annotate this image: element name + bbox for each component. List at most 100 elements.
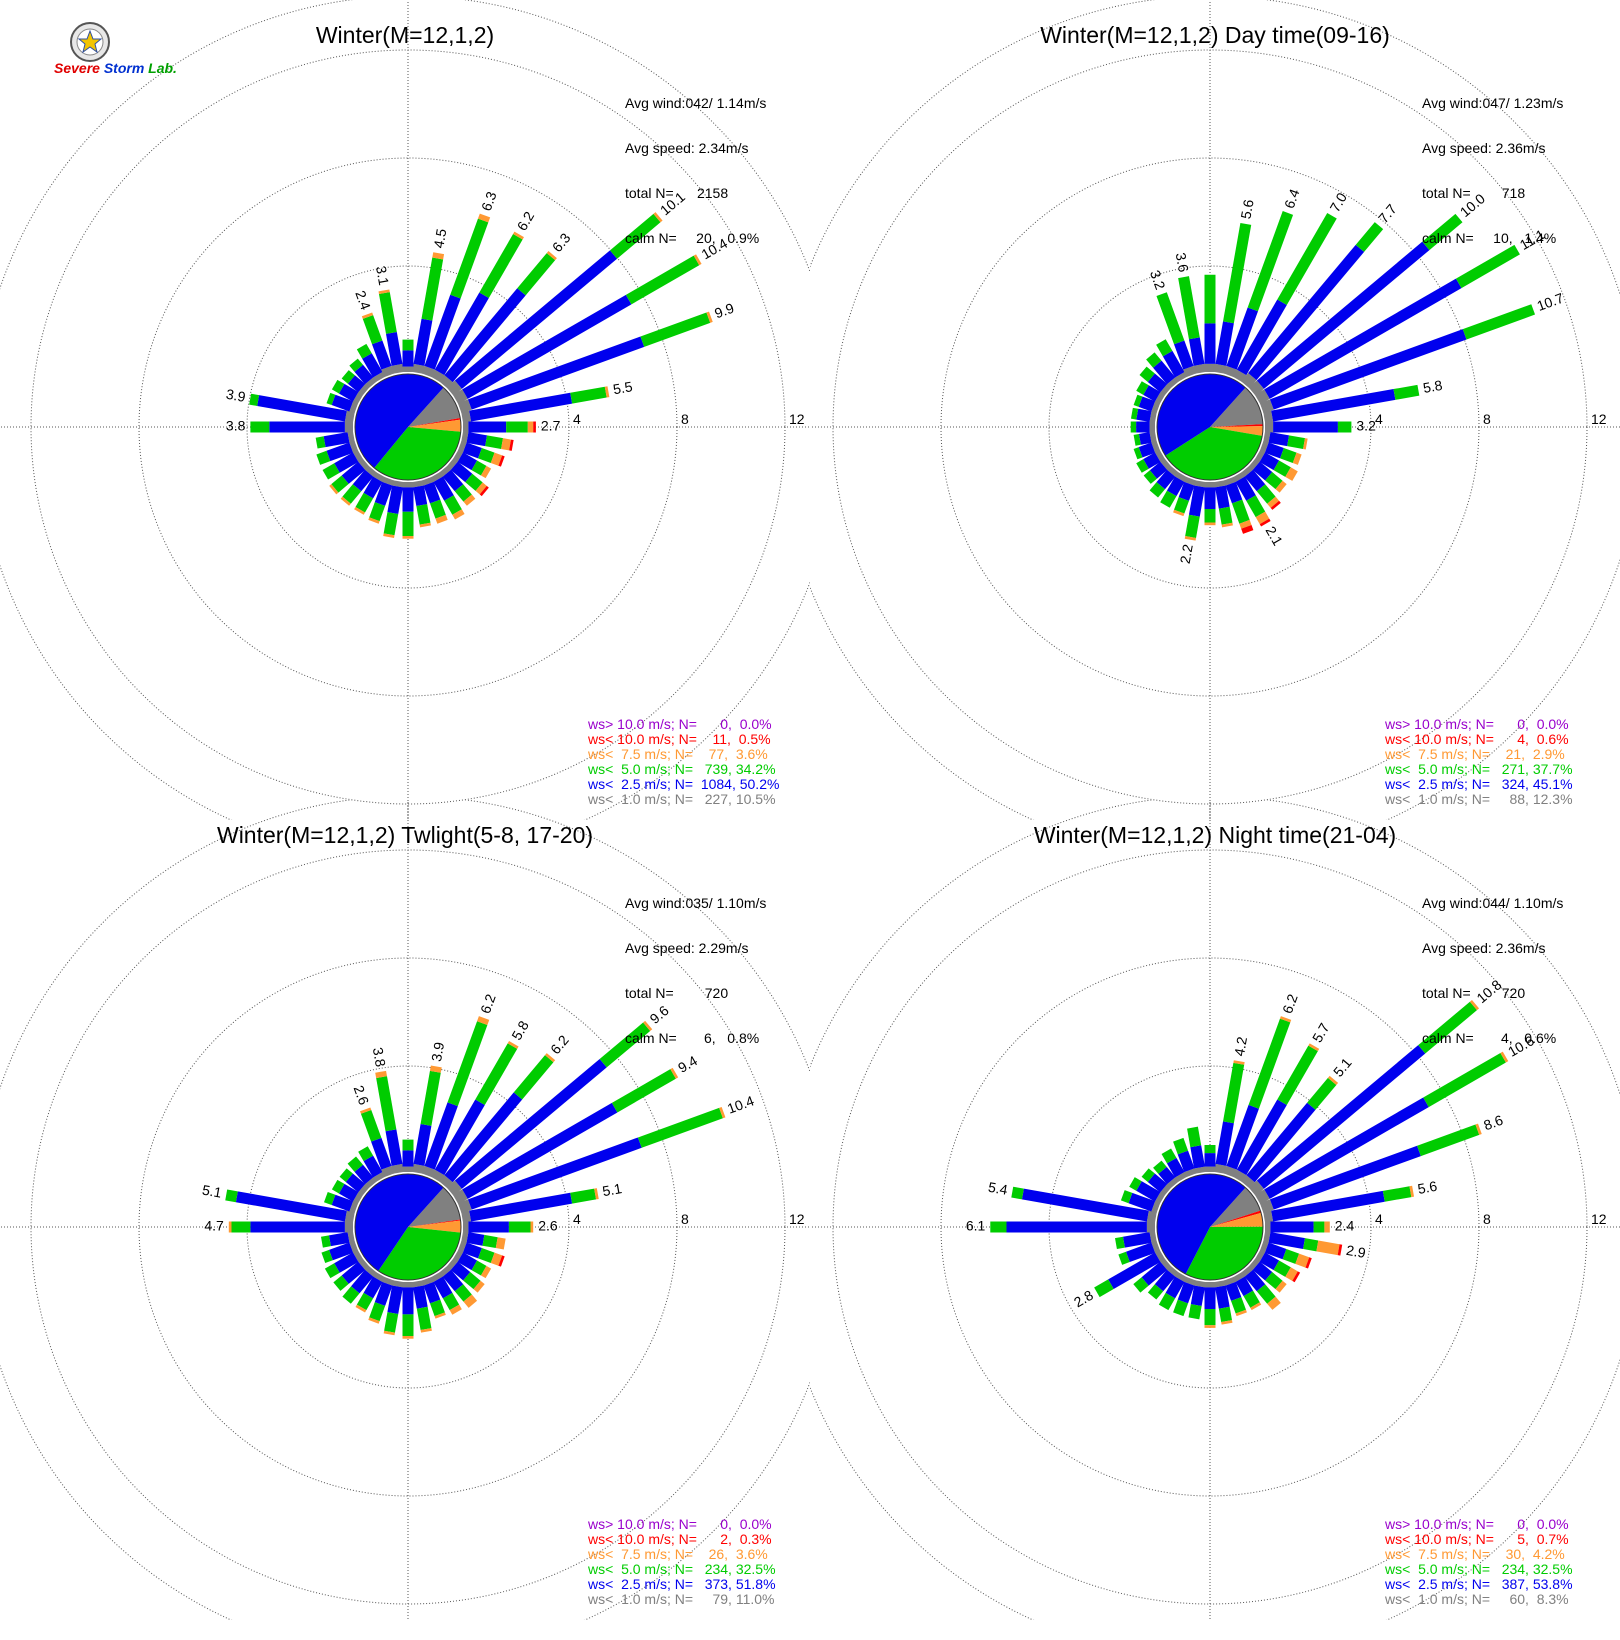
bar-segment [1154,1269,1176,1292]
bar-segment [347,1231,355,1243]
bar-segment [1138,432,1152,445]
bar-dir-110 [1259,1240,1312,1269]
bar-segment [338,383,359,402]
bar-segment [1252,461,1273,481]
bar-dir-270: 3.8 [226,418,353,434]
bar-segment [1256,241,1430,389]
grid-ring [138,157,678,697]
bar-segment [1223,1276,1236,1286]
bar-segment [1166,465,1179,477]
bar-segment [1273,1260,1291,1277]
bar-segment [1166,1157,1185,1178]
avg-speed-text: Avg speed: 2.29m/s [625,940,749,956]
bar-segment [386,331,403,366]
bar-segment [257,395,347,422]
avg-speed-text: Avg speed: 2.36m/s [1422,940,1546,956]
bar-segment [1160,490,1177,508]
bar-segment [349,1201,359,1214]
legend-entry: ws> 10.0 m/s; N= 0, 0.0% [588,716,772,732]
bar-segment [1151,1201,1161,1214]
bar-segment [433,1276,453,1299]
bar-segment [1292,1271,1301,1283]
bar-segment [1236,299,1287,376]
bar-segment [1149,431,1157,443]
bar-dir-190 [383,480,404,538]
bar-segment [360,1110,382,1142]
bar-segment [1178,481,1195,501]
bar-total-label: 2.7 [541,418,561,434]
grid-ring [832,849,1588,1605]
legend-entry: ws< 5.0 m/s; N= 234, 32.5% [1385,1561,1573,1577]
bar-segment [372,340,392,370]
bar-segment [461,431,469,443]
bar-segment [1241,525,1254,534]
bar-segment [1183,365,1197,378]
bar-segment [1215,1121,1234,1166]
bar-dir-300 [331,379,364,405]
bar-segment [452,1189,468,1205]
bar-segment [413,1285,428,1309]
bar-segment [349,1240,359,1253]
bar-segment [1305,1257,1312,1269]
bar-dir-320 [1153,1160,1179,1189]
bar-segment [344,410,355,423]
bar-dir-350: 3.1 [373,265,404,374]
bar-segment [1160,1258,1172,1271]
bar-segment [1235,1276,1254,1297]
bar-dir-280: 3.9 [225,386,355,423]
bar-segment [1327,1075,1339,1085]
bar-segment [457,1252,478,1271]
bar-total-label: 2.9 [1345,1242,1367,1261]
bar-total-label: 2.4 [1335,1218,1355,1234]
avg-wind-text: Avg wind:047/ 1.23m/s [1422,95,1564,111]
bar-segment [463,1294,478,1308]
bar-segment [1239,519,1252,529]
bar-total-label: 5.8 [1422,377,1444,396]
bar-segment [412,363,425,374]
bar-segment [1275,480,1287,493]
bar-segment [1248,458,1260,471]
bar-dir-10: 4.2 [1214,1035,1250,1174]
bar-dir-260 [315,431,355,449]
bar-segment [1175,371,1188,383]
bar-segment [478,1248,495,1263]
avg-speed-text: Avg speed: 2.34m/s [625,140,749,156]
bar-segment [1223,365,1237,378]
bar-segment [1279,1016,1292,1023]
bar-dir-70: 8.6 [1259,1112,1505,1214]
bar-segment [1166,377,1179,389]
bar-total-label: 5.4 [987,1179,1009,1198]
bar-segment [1232,1271,1245,1283]
wind-rose-panel-daytime: 4 8 12 5.6 6.4 7.0 7.7 10.0 11.1 10.7 5.8 3.2 2.1 2.2… [810,0,1620,820]
bar-dir-80: 5.5 [461,378,634,423]
bar-dir-310 [339,1168,370,1196]
bar-segment [599,1022,651,1068]
bar-segment [383,512,399,536]
bar-segment [1223,1165,1237,1178]
bar-segment [352,1192,364,1205]
wind-rose-chart: 4 8 123.96.25.86.29.69.410.45.12.64.75.12.… [0,800,810,1620]
bar-segment [1141,1261,1168,1286]
bar-segment [1231,499,1250,524]
legend-entry: ws< 1.0 m/s; N= 88, 12.3% [1385,791,1573,807]
bar-total-label: 4.7 [204,1218,224,1234]
bar-segment [1241,373,1257,389]
total-n-text: total N= 720 [1422,985,1526,1001]
bar-segment [1146,352,1162,368]
bar-segment [1250,1302,1262,1311]
bar-segment [1154,1192,1166,1205]
speed-legend: ws> 10.0 m/s; N= 0, 0.0% ws< 10.0 m/s; N=… [1385,717,1573,807]
grid-ring [30,849,786,1605]
bar-segment [373,471,386,483]
bar-segment [1255,511,1270,525]
bar-segment [625,255,700,305]
bar-segment [1174,497,1189,514]
bar-dir-100: 2.9 [1263,1231,1367,1261]
bar-segment [1418,1001,1477,1054]
bar-dir-230 [1133,1258,1172,1293]
bar-segment [416,1306,432,1330]
bar-segment [326,442,354,462]
bar-total-label: 2.2 [1177,543,1196,565]
bar-segment [371,1137,392,1170]
bar-total-label: 6.2 [547,1032,572,1057]
